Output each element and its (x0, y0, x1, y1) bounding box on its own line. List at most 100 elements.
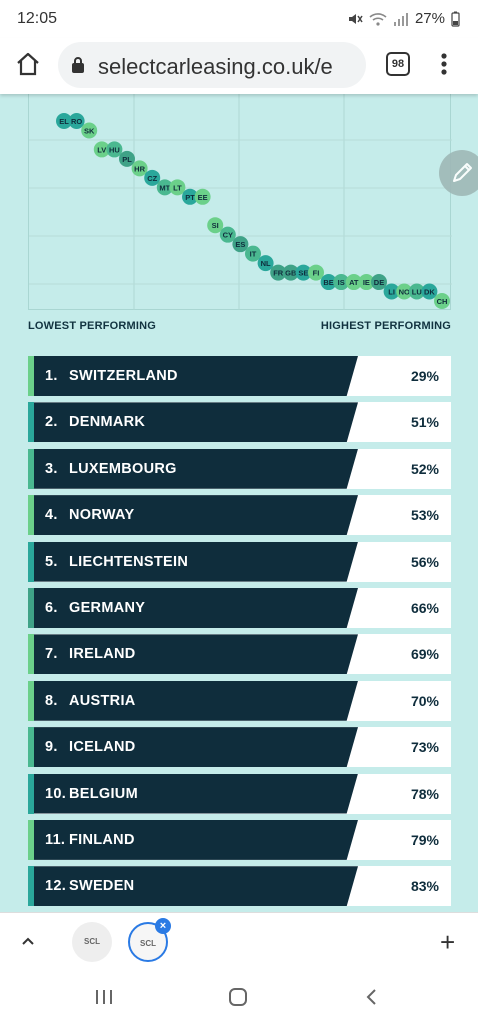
chart-point-label: HR (134, 164, 145, 173)
back-icon[interactable] (364, 988, 380, 1006)
chart-point-label: ES (235, 240, 245, 249)
chart-point-gb[interactable]: GB (282, 264, 299, 281)
chart-point-nl[interactable]: NL (257, 255, 274, 272)
chart-point-ie[interactable]: IE (358, 274, 375, 291)
chart-point-marker (396, 283, 413, 300)
ranking-row[interactable]: 5. LIECHTENSTEIN 56% (28, 541, 451, 582)
chart-point-de[interactable]: DE (371, 274, 387, 291)
ranking-row[interactable]: 10. BELGIUM 78% (28, 773, 451, 814)
url-text[interactable]: selectcarleasing.co.uk/e (98, 54, 333, 79)
chart-point-label: SK (84, 126, 95, 135)
ranking-row[interactable]: 4. NORWAY 53% (28, 495, 451, 536)
chart-point-lv[interactable]: LV (93, 141, 110, 158)
ranking-row[interactable]: 9. ICELAND 73% (28, 727, 451, 768)
chart-point-marker (106, 141, 123, 158)
chart-point-lt[interactable]: LT (169, 179, 186, 196)
ranking-percentage: 66% (410, 599, 439, 616)
chart-point-pt[interactable]: PT (182, 188, 198, 205)
ranking-stripe (28, 448, 34, 489)
ranking-label-band (34, 402, 358, 443)
chart-point-fi[interactable]: FI (308, 264, 324, 281)
ranking-country: SWEDEN (69, 878, 135, 895)
chart-point-at[interactable]: AT (345, 274, 362, 291)
chart-point-se[interactable]: SE (295, 264, 312, 281)
ranking-label: 9. ICELAND (45, 739, 136, 755)
home-nav-icon[interactable] (228, 988, 248, 1006)
ranking-country: DENMARK (69, 414, 146, 431)
edit-button[interactable] (439, 150, 478, 196)
battery-icon (451, 11, 460, 27)
ranking-stripe (28, 680, 34, 721)
chart-point-mt[interactable]: MT (156, 179, 173, 196)
chart-point-it[interactable]: IT (245, 245, 261, 262)
chart-point-label: PL (122, 155, 132, 164)
chart-point-ro[interactable]: RO (68, 113, 85, 129)
chart-point-label: PT (185, 193, 195, 202)
ranking-number: 3. (45, 460, 58, 477)
close-icon[interactable]: × (155, 918, 171, 934)
chart-point-cy[interactable]: CY (219, 226, 236, 243)
chart-point-cz[interactable]: CZ (144, 169, 161, 186)
ranking-percentage: 53% (410, 507, 439, 524)
chart-point-be[interactable]: BE (320, 274, 337, 291)
chart-point-sk[interactable]: SK (81, 122, 98, 139)
ranking-row[interactable]: 3. LUXEMBOURG 52% (28, 448, 451, 489)
chart-point-marker (434, 293, 450, 309)
ranking-label: 8. AUSTRIA (45, 693, 136, 709)
ranking-stripe (28, 773, 34, 814)
chart-point-marker (421, 283, 438, 300)
ranking-row[interactable]: 1. SWITZERLAND 29% (28, 356, 451, 396)
chart-point-marker (295, 264, 312, 281)
ranking-label: 4. NORWAY (45, 507, 134, 523)
recents-icon[interactable] (94, 988, 114, 1006)
ranking-country: LIECHTENSTEIN (69, 553, 189, 570)
chevron-up-icon[interactable] (20, 933, 36, 949)
chart-point-marker (282, 264, 299, 281)
browser-toolbar: selectcarleasing.co.uk/e 98 (0, 38, 478, 94)
ranking-label: 3. LUXEMBOURG (45, 461, 177, 477)
chart-point-label: CH (437, 297, 448, 306)
ranking-label: 6. GERMANY (45, 600, 145, 616)
ranking-row[interactable]: 7. IRELAND 69% (28, 634, 451, 675)
chart-point-lu[interactable]: LU (408, 283, 425, 300)
chart-grid (29, 94, 452, 310)
ranking-percentage: 78% (410, 785, 439, 802)
ranking-label: 7. IRELAND (45, 646, 136, 662)
chart-point-fr[interactable]: FR (270, 264, 287, 281)
chart-point-label: FI (313, 269, 320, 278)
x-axis-label-right: HIGHEST PERFORMING (320, 320, 451, 332)
tab-thumbnail[interactable]: SCL (72, 922, 112, 962)
chart-point-marker (408, 283, 425, 300)
ranking-row[interactable]: 12. SWEDEN 83% (28, 866, 451, 907)
menu-dots-icon[interactable] (436, 50, 452, 78)
ranking-row[interactable]: 11. FINLAND 79% (28, 819, 451, 860)
plus-icon[interactable]: + (440, 927, 456, 957)
ranking-country: NORWAY (69, 507, 135, 524)
chart-point-ee[interactable]: EE (194, 188, 211, 205)
chart-point-dk[interactable]: DK (421, 283, 438, 300)
chart-point-is[interactable]: IS (333, 274, 350, 291)
ranking-row[interactable]: 2. DENMARK 51% (28, 402, 451, 443)
chart-point-es[interactable]: ES (232, 236, 249, 253)
tab-count-button[interactable]: 98 (386, 52, 410, 76)
chart-point-no[interactable]: NO (396, 283, 413, 300)
address-bar[interactable]: selectcarleasing.co.uk/e (58, 42, 366, 88)
ranking-country: AUSTRIA (69, 692, 136, 709)
ranking-label-band (34, 727, 358, 768)
chart-point-hr[interactable]: HR (131, 160, 148, 177)
ranking-stripe (28, 541, 34, 582)
ranking-number: 9. (45, 739, 58, 756)
ranking-row[interactable]: 8. AUSTRIA 70% (28, 680, 451, 721)
chart-point-li[interactable]: LI (383, 283, 400, 300)
chart-panel: EL RO SK LV HU PL HR CZ MT LT PT EE SI CY ES IT NL FR GB SE… (28, 94, 452, 310)
chart-point-el[interactable]: EL (56, 113, 72, 129)
ranking-number: 12. (45, 878, 67, 895)
ranking-country: SWITZERLAND (69, 368, 178, 384)
ranking-row[interactable]: 6. GERMANY 66% (28, 587, 451, 628)
chart-point-hu[interactable]: HU (106, 141, 123, 158)
ranking-number: 8. (45, 692, 58, 709)
chart-point-pl[interactable]: PL (119, 150, 135, 167)
chart-point-ch[interactable]: CH (434, 293, 450, 309)
chart-point-si[interactable]: SI (207, 217, 224, 234)
home-icon[interactable] (14, 50, 42, 78)
